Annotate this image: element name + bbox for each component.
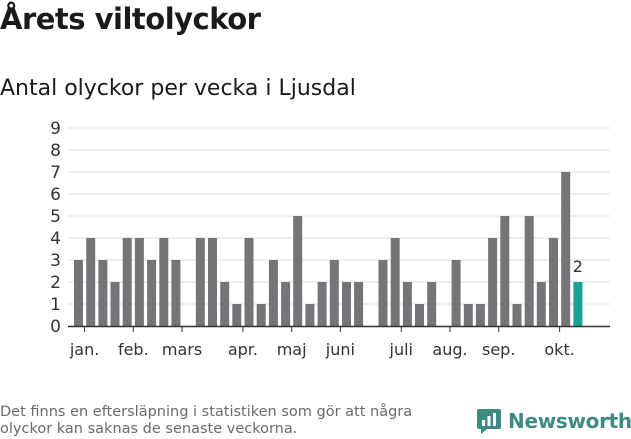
x-tick-label: juli [389,340,413,359]
bar [134,238,144,326]
y-tick-label: 6 [50,185,61,205]
footnote: Det finns en eftersläpning i statistiken… [0,404,413,437]
x-tick-label: okt. [544,340,574,359]
x-tick-label: mars [162,340,202,359]
bar [329,260,339,326]
bar [475,304,485,326]
bar [147,260,157,326]
x-tick-label: juni [325,340,355,359]
bar [122,238,132,326]
bar [378,260,388,326]
bar [524,216,534,326]
x-tick-label: aug. [432,340,467,359]
y-tick-label: 8 [50,141,61,161]
y-tick-label: 7 [50,163,61,183]
bar [549,238,558,326]
bar [208,238,217,326]
bar [354,282,364,326]
bar [195,238,205,326]
bar [220,282,230,326]
chart-title: Årets viltolyckor [0,2,261,36]
bar [536,282,546,326]
bar [317,282,327,326]
bar-latest-week [573,282,583,326]
bar [500,216,510,326]
bar [110,282,120,326]
bar [402,282,412,326]
x-tick-label: apr. [228,340,258,359]
bar [293,216,303,326]
y-tick-label: 4 [50,229,61,249]
bar [451,260,461,326]
bar [488,238,498,326]
bar [232,304,242,326]
y-tick-label: 1 [50,295,61,315]
y-tick-label: 0 [50,317,61,337]
bar [390,238,400,326]
newsworthy-logo[interactable]: Newsworthy [476,408,631,434]
bar [281,282,291,326]
bar [256,304,266,326]
bar [305,304,315,326]
bar [98,260,108,326]
bar [342,282,351,326]
bar [74,260,83,326]
bar [86,238,96,326]
bar [415,304,424,326]
newsworthy-logo-icon [477,409,501,434]
bar [159,238,169,326]
bar [268,260,278,326]
bar [171,260,181,326]
x-tick-label: sep. [482,340,515,359]
bar [244,238,254,326]
data-label: 2 [573,257,583,276]
x-tick-label: jan. [69,340,99,359]
y-tick-label: 5 [50,207,61,227]
y-tick-label: 9 [50,119,61,139]
y-tick-label: 3 [50,251,61,271]
bar [561,172,571,326]
bar [427,282,437,326]
x-tick-label: maj [277,340,307,359]
chart-subtitle: Antal olyckor per vecka i Ljusdal [0,76,356,101]
bar [463,304,473,326]
x-tick-label: feb. [118,340,149,359]
brand-name: Newsworthy [508,409,631,433]
y-tick-label: 2 [50,273,61,293]
bar [512,304,522,326]
